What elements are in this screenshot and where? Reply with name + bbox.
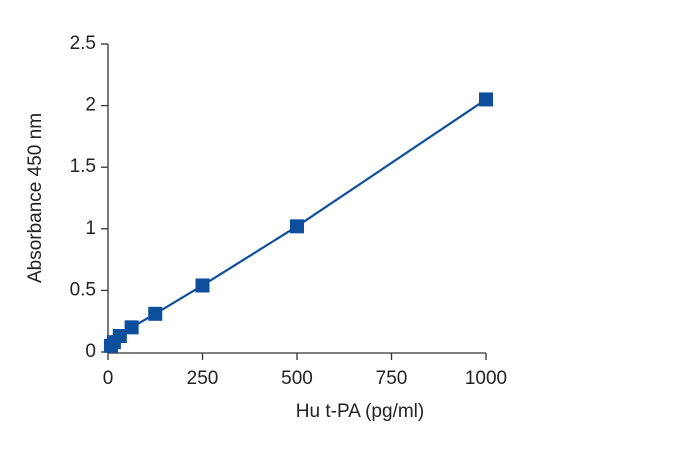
marker: [148, 306, 163, 321]
x-tick-label: 500: [281, 368, 313, 389]
x-tick-label: 1000: [465, 368, 507, 389]
marker: [290, 219, 304, 234]
y-tick-label: 2.5: [70, 33, 96, 54]
marker: [124, 320, 139, 335]
marker: [479, 92, 493, 107]
x-axis-label: Hu t-PA (pg/ml): [296, 401, 424, 422]
y-axis-label: Absorbance 450 nm: [25, 113, 46, 283]
marker: [112, 328, 127, 343]
y-tick-label: 0: [85, 341, 96, 362]
y-tick-label: 1: [85, 218, 96, 239]
x-tick-label: 750: [376, 368, 408, 389]
x-tick-label: 0: [103, 368, 114, 389]
y-tick-label: 1.5: [70, 156, 96, 177]
x-tick-label: 250: [187, 368, 219, 389]
marker: [195, 278, 210, 293]
y-tick-label: 0.5: [70, 279, 96, 300]
y-tick-label: 2: [85, 95, 96, 116]
